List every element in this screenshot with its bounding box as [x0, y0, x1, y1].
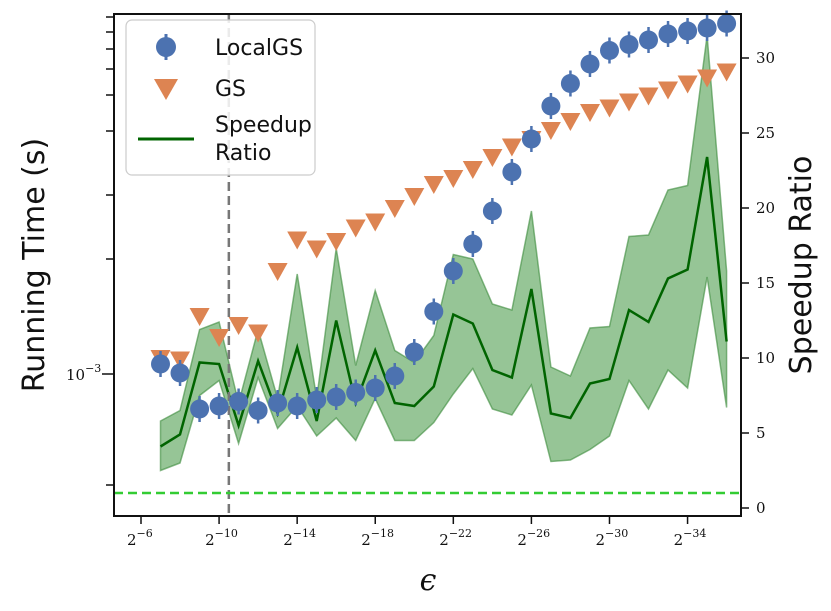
gs-point: [384, 200, 405, 218]
x-tick-label: 2−30: [596, 527, 629, 549]
localgs-point: [658, 24, 678, 44]
gs-point: [580, 104, 600, 122]
plot-frame: [113, 13, 742, 517]
gs-point: [540, 122, 561, 140]
legend-label: LocalGS: [215, 36, 303, 61]
y2-axis-title: Speedup Ratio: [784, 156, 819, 375]
legend-label: GS: [215, 77, 246, 102]
gs-point: [716, 63, 737, 82]
y2-tick-label: 15: [756, 274, 775, 292]
localgs-point: [209, 396, 229, 416]
localgs-point: [463, 234, 483, 254]
gs-point: [287, 231, 308, 250]
localgs-point: [580, 54, 600, 74]
localgs-point: [560, 74, 580, 93]
gs-point: [658, 81, 678, 100]
localgs-point: [346, 383, 366, 402]
localgs-point: [443, 261, 463, 281]
left-axis: 10−3: [66, 16, 114, 486]
gs-point: [560, 113, 581, 131]
right-axis: 0 5 10 15 20 25 30: [741, 49, 775, 517]
left-tick-label: 10−3: [66, 362, 101, 384]
x-axis: 2−6 2−10 2−14 2−18 2−22 2−26 2−30 2−34: [127, 516, 706, 549]
gs-point: [326, 233, 347, 251]
x-tick-label: 2−18: [361, 527, 394, 549]
gs-point: [345, 219, 366, 238]
legend: LocalGS GS Speedup Ratio: [125, 19, 316, 176]
localgs-point: [248, 401, 268, 420]
legend-label: Ratio: [215, 141, 271, 166]
localgs-point: [697, 18, 717, 38]
y2-tick-label: 20: [756, 199, 775, 217]
y2-tick-label: 0: [756, 499, 766, 517]
gs-point: [306, 240, 327, 259]
localgs-point: [717, 14, 737, 33]
y2-tick-label: 30: [756, 49, 775, 67]
localgs-point: [190, 399, 210, 419]
legend-label: Speedup: [215, 113, 312, 138]
gs-point: [599, 99, 620, 118]
y2-tick-label: 10: [756, 349, 775, 367]
localgs-point: [268, 393, 288, 413]
localgs-point: [404, 342, 424, 362]
gs-point: [677, 75, 698, 94]
localgs-point: [619, 35, 639, 54]
gs-point: [228, 317, 249, 335]
gs-point: [638, 87, 659, 106]
localgs-point: [678, 21, 698, 41]
gs-point: [365, 213, 386, 232]
gs-point: [482, 149, 503, 167]
gs-point: [462, 161, 483, 179]
localgs-point: [151, 354, 170, 374]
x-tick-label: 2−14: [283, 527, 316, 549]
gs-point: [697, 69, 718, 88]
localgs-point: [229, 392, 249, 411]
gs-point: [189, 308, 210, 326]
legend-marker-gs: [154, 79, 178, 100]
localgs-point: [482, 201, 502, 221]
y2-tick-label: 25: [756, 124, 775, 142]
legend-marker-localgs: [156, 37, 176, 57]
localgs-point: [365, 378, 385, 398]
y2-tick-label: 5: [756, 424, 766, 442]
gs-point: [443, 170, 464, 188]
x-tick-label: 2−22: [439, 527, 472, 549]
gs-point: [267, 263, 288, 281]
x-tick-label: 2−10: [205, 527, 238, 549]
speedup-line: [159, 156, 728, 448]
localgs-point: [521, 129, 541, 149]
localgs-point: [424, 302, 444, 321]
x-tick-label: 2−6: [127, 527, 153, 549]
localgs-point: [502, 162, 522, 182]
localgs-point: [600, 41, 619, 60]
localgs-point: [541, 96, 561, 116]
localgs-point: [170, 363, 190, 383]
localgs-point: [385, 366, 405, 386]
gs-point: [248, 324, 269, 343]
x-tick-label: 2−26: [517, 527, 550, 549]
localgs-point: [326, 387, 346, 407]
gs-point: [209, 329, 230, 347]
plot-area: [114, 10, 741, 516]
y-axis-title: Running Time (s): [17, 138, 52, 392]
x-axis-title: ϵ: [420, 563, 437, 598]
gs-point: [404, 188, 425, 206]
gs-point: [619, 93, 639, 112]
localgs-point: [639, 30, 658, 50]
gs-point: [423, 176, 444, 194]
localgs-point: [287, 396, 307, 416]
x-tick-label: 2−34: [674, 527, 707, 549]
localgs-point: [307, 390, 327, 410]
gs-point: [501, 138, 522, 157]
legend-box: [125, 19, 316, 176]
